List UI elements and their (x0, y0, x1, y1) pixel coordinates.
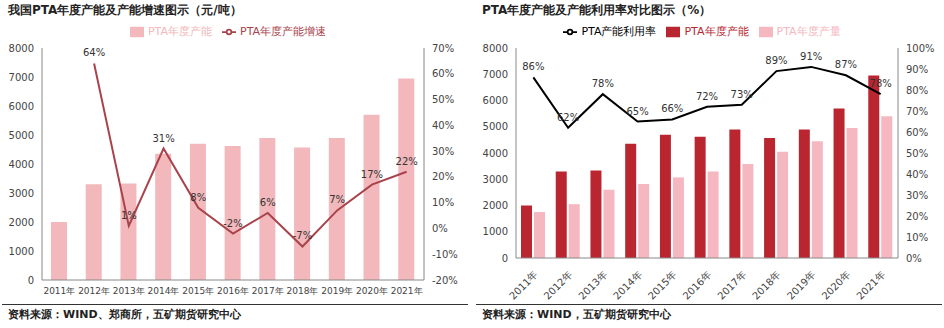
svg-text:91%: 91% (800, 51, 822, 62)
svg-text:80%: 80% (906, 85, 928, 96)
svg-text:1000: 1000 (9, 246, 34, 257)
svg-text:78%: 78% (870, 78, 892, 89)
svg-text:2000: 2000 (483, 200, 508, 211)
svg-text:50%: 50% (432, 94, 454, 105)
svg-text:2019年: 2019年 (321, 286, 353, 296)
svg-text:65%: 65% (626, 106, 648, 117)
html-text:我国PTA年度产能及产能增速图示（元/吨）: 我国PTA年度产能及产能增速图示（元/吨） (8, 3, 242, 17)
svg-text:2011年: 2011年 (507, 269, 540, 302)
svg-text:70%: 70% (906, 106, 928, 117)
svg-text:2016年: 2016年 (681, 269, 714, 302)
svg-text:2014年: 2014年 (148, 286, 180, 296)
svg-text:73%: 73% (731, 89, 753, 100)
svg-text:2012年: 2012年 (542, 269, 575, 302)
svg-text:50%: 50% (906, 148, 928, 159)
svg-text:0: 0 (502, 253, 508, 264)
svg-text:89%: 89% (765, 55, 787, 66)
svg-text:22%: 22% (396, 156, 418, 167)
svg-text:70%: 70% (432, 43, 454, 54)
svg-text:20%: 20% (432, 171, 454, 182)
svg-text:0: 0 (28, 275, 34, 286)
svg-text:66%: 66% (661, 103, 683, 114)
svg-text:6000: 6000 (9, 101, 34, 112)
svg-text:2017年: 2017年 (715, 269, 748, 302)
svg-text:86%: 86% (522, 61, 544, 72)
svg-text:5000: 5000 (483, 121, 508, 132)
svg-text:72%: 72% (696, 91, 718, 102)
html-text:PTA年度产能增速: PTA年度产能增速 (240, 25, 326, 38)
svg-text:64%: 64% (83, 47, 105, 58)
svg-text:2021年: 2021年 (391, 286, 423, 296)
svg-text:-2%: -2% (223, 218, 242, 229)
svg-text:2018年: 2018年 (750, 269, 783, 302)
svg-text:40%: 40% (432, 120, 454, 131)
svg-text:5000: 5000 (9, 130, 34, 141)
svg-text:17%: 17% (361, 169, 383, 180)
svg-text:8000: 8000 (483, 43, 508, 54)
html-text:资料来源：WIND，五矿期货研究中心: 资料来源：WIND，五矿期货研究中心 (482, 308, 671, 321)
svg-text:3000: 3000 (483, 174, 508, 185)
svg-text:100%: 100% (906, 43, 935, 54)
svg-text:30%: 30% (906, 190, 928, 201)
svg-text:2015年: 2015年 (182, 286, 214, 296)
svg-text:2015年: 2015年 (646, 269, 679, 302)
svg-text:4000: 4000 (9, 159, 34, 170)
svg-text:87%: 87% (835, 59, 857, 70)
svg-text:2012年: 2012年 (78, 286, 110, 296)
svg-text:90%: 90% (906, 64, 928, 75)
svg-text:2018年: 2018年 (287, 286, 319, 296)
html-text:PTA年度产能及产能利用率对比图示（%）: PTA年度产能及产能利用率对比图示（%） (482, 3, 712, 17)
svg-text:8000: 8000 (9, 43, 34, 54)
svg-text:60%: 60% (432, 68, 454, 79)
html-text:PTA年度产量: PTA年度产量 (776, 25, 841, 38)
svg-text:2019年: 2019年 (785, 269, 818, 302)
svg-text:1000: 1000 (483, 226, 508, 237)
svg-text:-10%: -10% (432, 249, 458, 260)
svg-text:0%: 0% (906, 253, 922, 264)
svg-text:6000: 6000 (483, 95, 508, 106)
svg-text:2000: 2000 (9, 217, 34, 228)
svg-text:2020年: 2020年 (356, 286, 388, 296)
svg-text:8%: 8% (190, 192, 206, 203)
svg-text:-20%: -20% (432, 275, 458, 286)
svg-text:31%: 31% (152, 133, 174, 144)
svg-text:-7%: -7% (293, 230, 312, 241)
svg-text:7%: 7% (329, 194, 345, 205)
svg-text:2011年: 2011年 (43, 286, 75, 296)
html-text:PTA年度产能: PTA年度产能 (684, 25, 749, 38)
svg-text:20%: 20% (906, 211, 928, 222)
svg-text:2020年: 2020年 (820, 269, 853, 302)
svg-text:2013年: 2013年 (113, 286, 145, 296)
svg-text:40%: 40% (906, 169, 928, 180)
svg-text:10%: 10% (432, 197, 454, 208)
html-text:PTA产能利用率: PTA产能利用率 (581, 25, 657, 38)
svg-text:62%: 62% (557, 112, 579, 123)
svg-text:7000: 7000 (483, 69, 508, 80)
svg-text:2014年: 2014年 (611, 269, 644, 302)
svg-text:3000: 3000 (9, 188, 34, 199)
html-text:资料来源：WIND、郑商所，五矿期货研究中心: 资料来源：WIND、郑商所，五矿期货研究中心 (8, 308, 241, 321)
svg-text:2021年: 2021年 (854, 269, 887, 302)
svg-text:2017年: 2017年 (252, 286, 284, 296)
svg-text:7000: 7000 (9, 72, 34, 83)
html-text:PTA年度产能: PTA年度产能 (148, 25, 212, 38)
svg-text:4000: 4000 (483, 148, 508, 159)
svg-text:10%: 10% (906, 232, 928, 243)
svg-text:30%: 30% (432, 146, 454, 157)
svg-text:78%: 78% (592, 78, 614, 89)
svg-text:60%: 60% (906, 127, 928, 138)
svg-text:6%: 6% (260, 197, 276, 208)
svg-text:1%: 1% (121, 210, 137, 221)
svg-text:0%: 0% (432, 223, 448, 234)
svg-text:2016年: 2016年 (217, 286, 249, 296)
svg-text:2013年: 2013年 (576, 269, 609, 302)
